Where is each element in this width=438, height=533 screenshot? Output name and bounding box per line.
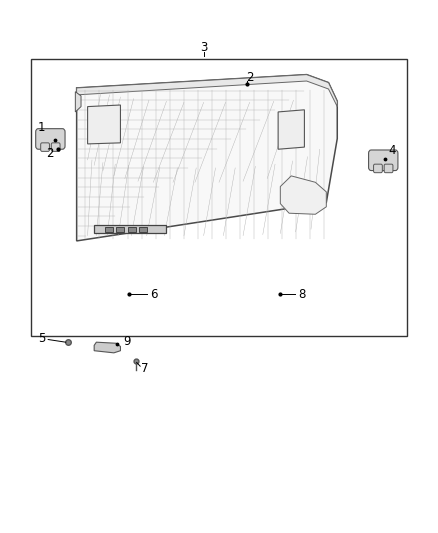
- FancyBboxPatch shape: [41, 143, 49, 151]
- Polygon shape: [278, 110, 304, 149]
- Text: 5: 5: [38, 332, 45, 345]
- FancyBboxPatch shape: [36, 128, 65, 149]
- Text: 7: 7: [141, 362, 148, 375]
- Polygon shape: [88, 105, 120, 144]
- FancyBboxPatch shape: [368, 150, 398, 171]
- FancyBboxPatch shape: [139, 227, 147, 232]
- FancyBboxPatch shape: [384, 164, 393, 173]
- Text: 2: 2: [46, 147, 54, 160]
- Text: 6: 6: [150, 288, 158, 301]
- Text: 4: 4: [388, 144, 396, 157]
- FancyBboxPatch shape: [51, 143, 60, 151]
- FancyBboxPatch shape: [116, 227, 124, 232]
- Polygon shape: [77, 75, 337, 107]
- Text: 3: 3: [200, 42, 207, 54]
- Polygon shape: [94, 342, 120, 353]
- FancyBboxPatch shape: [128, 227, 136, 232]
- Text: 9: 9: [123, 335, 131, 348]
- Text: 1: 1: [38, 122, 46, 134]
- Polygon shape: [77, 75, 337, 241]
- FancyBboxPatch shape: [31, 59, 407, 336]
- Polygon shape: [75, 92, 81, 112]
- Polygon shape: [280, 176, 326, 214]
- Text: 2: 2: [246, 71, 254, 84]
- FancyBboxPatch shape: [105, 227, 113, 232]
- FancyBboxPatch shape: [374, 164, 382, 173]
- Text: 8: 8: [299, 288, 306, 301]
- Polygon shape: [94, 225, 166, 233]
